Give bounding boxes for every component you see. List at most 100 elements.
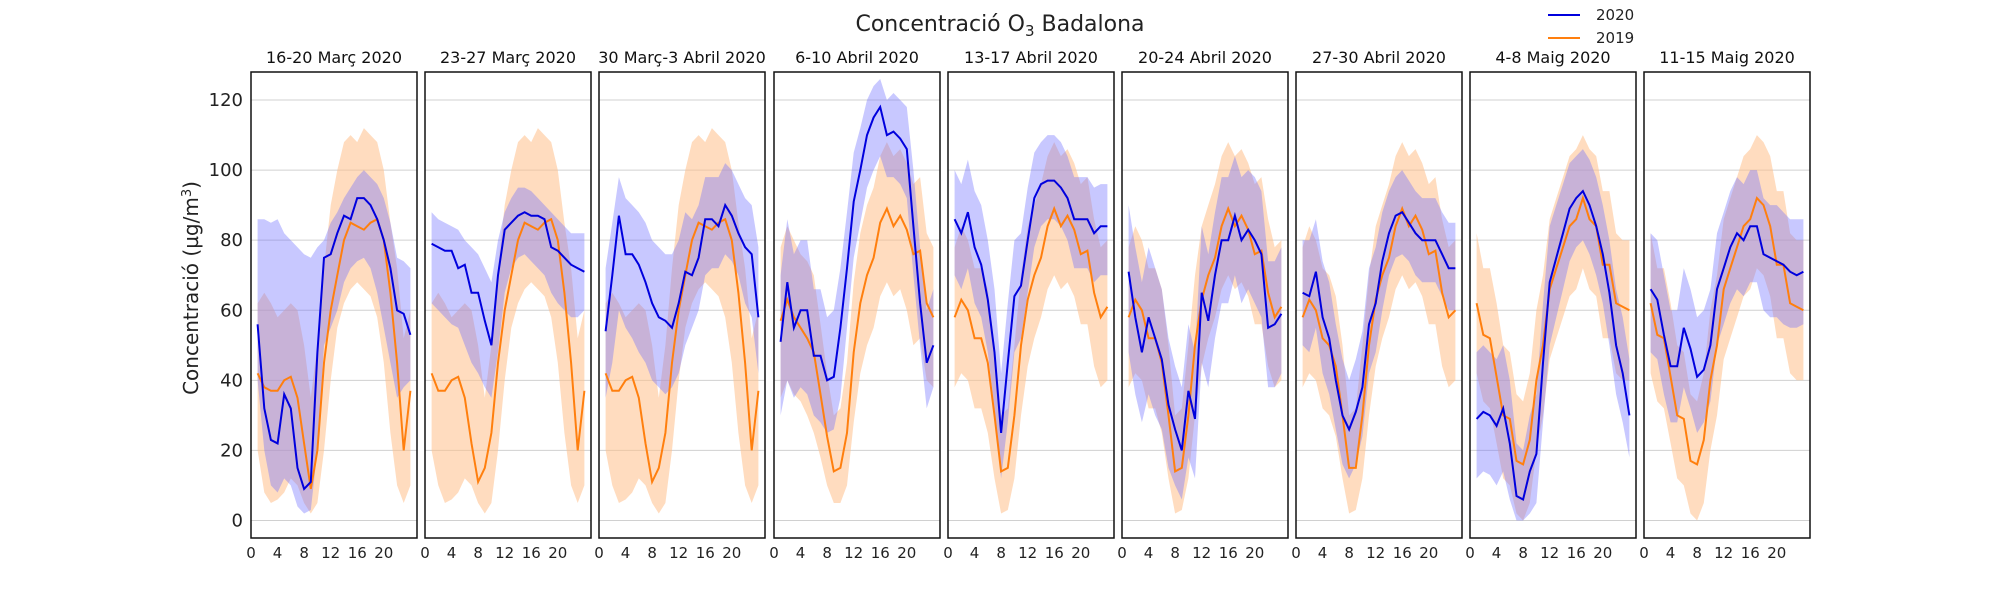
x-tick-label: 8 bbox=[1692, 544, 1702, 562]
panel-5: 20-24 Abril 2020 0 4 8 12 16 20 bbox=[1117, 48, 1289, 562]
panel-4: 13-17 Abril 2020 0 4 8 12 16 20 bbox=[943, 48, 1115, 562]
x-tick-label: 20 bbox=[722, 544, 741, 562]
x-tick-label: 4 bbox=[1318, 544, 1328, 562]
series-line-2020 bbox=[1127, 211, 1283, 451]
legend-label-2020: 2020 bbox=[1596, 6, 1634, 24]
series-line-2020 bbox=[431, 211, 585, 346]
x-tick-label: 8 bbox=[647, 544, 657, 562]
band-2019 bbox=[605, 128, 759, 514]
x-tick-label: 12 bbox=[321, 544, 340, 562]
x-tick-label: 16 bbox=[1219, 544, 1238, 562]
series-line-2020 bbox=[779, 104, 935, 382]
band-2019 bbox=[1476, 135, 1630, 521]
x-tick-label: 0 bbox=[594, 544, 604, 562]
series-line-2019 bbox=[1127, 205, 1283, 473]
y-tick-label: 100 bbox=[209, 160, 243, 181]
x-tick-label: 12 bbox=[669, 544, 688, 562]
x-tick-label: 8 bbox=[1170, 544, 1180, 562]
series-line-2020 bbox=[604, 202, 760, 332]
y-tick-label: 60 bbox=[220, 300, 243, 321]
band-2020 bbox=[1128, 156, 1282, 500]
panel-title: 16-20 Març 2020 bbox=[266, 48, 402, 67]
x-tick-label: 0 bbox=[1117, 544, 1127, 562]
x-tick-label: 8 bbox=[996, 544, 1006, 562]
series-line-2019 bbox=[779, 206, 935, 473]
x-tick-label: 0 bbox=[1291, 544, 1301, 562]
x-tick-label: 16 bbox=[1567, 544, 1586, 562]
series-line-2020 bbox=[953, 179, 1108, 433]
panel-title: 13-17 Abril 2020 bbox=[964, 48, 1098, 67]
x-tick-label: 0 bbox=[769, 544, 779, 562]
y-tick-label: 40 bbox=[220, 370, 243, 391]
x-tick-label: 4 bbox=[970, 544, 980, 562]
x-tick-label: 4 bbox=[621, 544, 631, 562]
x-tick-label: 16 bbox=[1741, 544, 1760, 562]
series-line-2019 bbox=[604, 217, 760, 486]
panel-title: 30 Març-3 Abril 2020 bbox=[598, 48, 766, 67]
x-tick-label: 8 bbox=[1344, 544, 1354, 562]
panel-1: 23-27 Març 2020 0 4 8 12 16 20 bbox=[420, 48, 592, 562]
x-tick-label: 16 bbox=[871, 544, 890, 562]
x-tick-label: 20 bbox=[1071, 544, 1090, 562]
x-tick-label: 20 bbox=[374, 544, 393, 562]
legend: 2020 2019 bbox=[1548, 6, 1634, 47]
x-tick-label: 0 bbox=[1639, 544, 1649, 562]
x-tick-label: 0 bbox=[246, 544, 256, 562]
band-2020 bbox=[780, 79, 934, 433]
band-2020 bbox=[257, 170, 411, 514]
x-tick-label: 16 bbox=[348, 544, 367, 562]
x-tick-label: 16 bbox=[696, 544, 715, 562]
series-line-2019 bbox=[430, 217, 586, 486]
band-2019 bbox=[1650, 135, 1804, 521]
series-line-2019 bbox=[953, 205, 1109, 473]
x-tick-label: 12 bbox=[1018, 544, 1037, 562]
x-tick-label: 4 bbox=[273, 544, 283, 562]
panel-title: 11-15 Maig 2020 bbox=[1659, 48, 1795, 67]
chart-title: Concentració O3 Badalona bbox=[855, 12, 1144, 40]
panel-frame bbox=[773, 71, 941, 539]
x-tick-label: 8 bbox=[299, 544, 309, 562]
panel-frame bbox=[1469, 71, 1637, 539]
panel-title: 27-30 Abril 2020 bbox=[1312, 48, 1446, 67]
x-tick-label: 0 bbox=[943, 544, 953, 562]
band-2019 bbox=[257, 128, 411, 514]
panel-title: 23-27 Març 2020 bbox=[440, 48, 576, 67]
panel-2: 30 Març-3 Abril 2020 0 4 8 12 16 20 bbox=[594, 48, 766, 562]
x-tick-label: 12 bbox=[495, 544, 514, 562]
y-axis-label: Concentració (µg/m3) bbox=[179, 181, 203, 395]
panel-frame bbox=[1643, 71, 1811, 539]
band-2020 bbox=[1476, 149, 1630, 521]
x-tick-label: 12 bbox=[1540, 544, 1559, 562]
y-tick-label: 120 bbox=[209, 90, 243, 111]
legend-label-2019: 2019 bbox=[1596, 29, 1634, 47]
x-tick-label: 4 bbox=[447, 544, 457, 562]
band-2020 bbox=[1650, 170, 1804, 433]
panel-frame bbox=[424, 71, 592, 539]
x-tick-label: 4 bbox=[1144, 544, 1154, 562]
svg-text:Concentració (µg/m3): Concentració (µg/m3) bbox=[179, 181, 203, 395]
x-tick-label: 12 bbox=[844, 544, 863, 562]
x-tick-label: 0 bbox=[420, 544, 430, 562]
panel-title: 6-10 Abril 2020 bbox=[795, 48, 919, 67]
y-tick-label: 80 bbox=[220, 230, 243, 251]
x-tick-label: 20 bbox=[897, 544, 916, 562]
panel-frame bbox=[250, 71, 418, 539]
y-tick-label: 20 bbox=[220, 440, 243, 461]
series-line-2020 bbox=[1302, 210, 1456, 432]
panel-frame bbox=[598, 71, 766, 539]
series-line-2020 bbox=[1649, 225, 1804, 379]
x-tick-label: 4 bbox=[1492, 544, 1502, 562]
panel-6: 27-30 Abril 2020 0 4 8 12 16 20 bbox=[1291, 48, 1463, 562]
panel-frame bbox=[947, 71, 1115, 539]
x-tick-label: 20 bbox=[1593, 544, 1612, 562]
x-tick-label: 8 bbox=[822, 544, 832, 562]
x-tick-label: 16 bbox=[522, 544, 541, 562]
x-tick-label: 16 bbox=[1393, 544, 1412, 562]
panel-8: 11-15 Maig 2020 0 4 8 12 16 20 bbox=[1639, 48, 1811, 562]
panel-title: 4-8 Maig 2020 bbox=[1495, 48, 1610, 67]
x-tick-label: 12 bbox=[1714, 544, 1733, 562]
series-line-2020 bbox=[1475, 189, 1631, 501]
x-tick-label: 20 bbox=[1767, 544, 1786, 562]
